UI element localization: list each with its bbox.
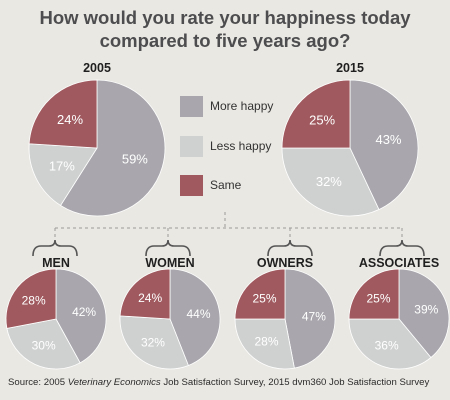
pie-3-slice-less-happy — [119, 315, 189, 370]
pie-2-slice-same — [5, 268, 57, 329]
pie-3-label-same: 24% — [138, 291, 162, 305]
pie-1-label-more-happy: 43% — [375, 132, 401, 147]
legend-label-more-happy: More happy — [210, 99, 274, 113]
legend-label-less-happy: Less happy — [210, 139, 272, 153]
pie-title-3: WOMEN — [145, 256, 194, 270]
pie-2-label-less-happy: 30% — [32, 338, 56, 352]
pie-5-label-less-happy: 36% — [375, 338, 399, 352]
pie-title-2: MEN — [42, 256, 70, 270]
pie-3-label-less-happy: 32% — [141, 336, 165, 350]
legend-swatch-less-happy — [180, 136, 203, 157]
title-line-1: How would you rate your happiness today — [39, 7, 411, 28]
pie-4-slice-same — [234, 268, 286, 320]
chart-title: How would you rate your happiness today … — [0, 6, 450, 52]
pie-5-slice-same — [348, 268, 400, 320]
source-publication: Veterinary Economics — [67, 377, 161, 388]
pie-0-label-less-happy: 17% — [49, 158, 75, 173]
pie-4-label-same: 25% — [252, 292, 276, 306]
source-prefix: Source: 2005 — [8, 377, 68, 388]
source-suffix: Job Satisfaction Survey, 2015 dvm360 Job… — [160, 377, 430, 388]
pie-4-label-less-happy: 28% — [254, 335, 278, 349]
pie-2-label-same: 28% — [22, 294, 46, 308]
pie-5-label-more-happy: 39% — [414, 302, 438, 316]
pie-title-0: 2005 — [83, 61, 111, 75]
pie-0-slice-same — [28, 79, 98, 149]
legend-item-less-happy: Less happy — [180, 136, 300, 158]
pie-4-slice-more-happy — [284, 268, 336, 369]
pie-5-slice-more-happy — [398, 268, 450, 359]
pie-1-slice-less-happy — [281, 147, 380, 217]
pie-5-slice-less-happy — [348, 318, 432, 370]
pie-5-label-same: 25% — [366, 292, 390, 306]
title-line-2: compared to five years ago? — [99, 30, 351, 51]
pie-0-label-more-happy: 59% — [122, 152, 148, 167]
pie-3-slice-same — [119, 268, 171, 320]
pie-2-label-more-happy: 42% — [72, 305, 96, 319]
pie-title-5: ASSOCIATES — [359, 256, 439, 270]
pie-1-label-less-happy: 32% — [316, 174, 342, 189]
pie-1-slice-same — [281, 79, 351, 149]
legend-swatch-same — [180, 175, 203, 196]
pie-0-slice-less-happy — [28, 143, 98, 206]
bracket-2 — [267, 239, 313, 257]
legend-swatch-more-happy — [180, 96, 203, 117]
legend-item-same: Same — [180, 175, 300, 197]
pie-title-1: 2015 — [336, 61, 364, 75]
pie-4-slice-less-happy — [234, 318, 295, 370]
pie-3-slice-more-happy — [169, 268, 221, 367]
pie-2-slice-less-happy — [6, 318, 81, 370]
pie-2-slice-more-happy — [55, 268, 107, 364]
bracket-1 — [145, 239, 191, 257]
legend-item-more-happy: More happy — [180, 96, 300, 118]
pie-1-label-same: 25% — [309, 113, 335, 128]
pie-3-label-more-happy: 44% — [186, 307, 210, 321]
pie-0-label-same: 24% — [57, 112, 83, 127]
pie-1-slice-more-happy — [349, 79, 419, 211]
legend-label-same: Same — [210, 178, 242, 192]
pie-4-label-more-happy: 47% — [302, 309, 326, 323]
pie-0-slice-more-happy — [60, 79, 166, 217]
pie-title-4: OWNERS — [257, 256, 313, 270]
bracket-3 — [379, 239, 425, 257]
source-note: Source: 2005 Veterinary Economics Job Sa… — [8, 377, 448, 388]
bracket-0 — [32, 239, 78, 257]
